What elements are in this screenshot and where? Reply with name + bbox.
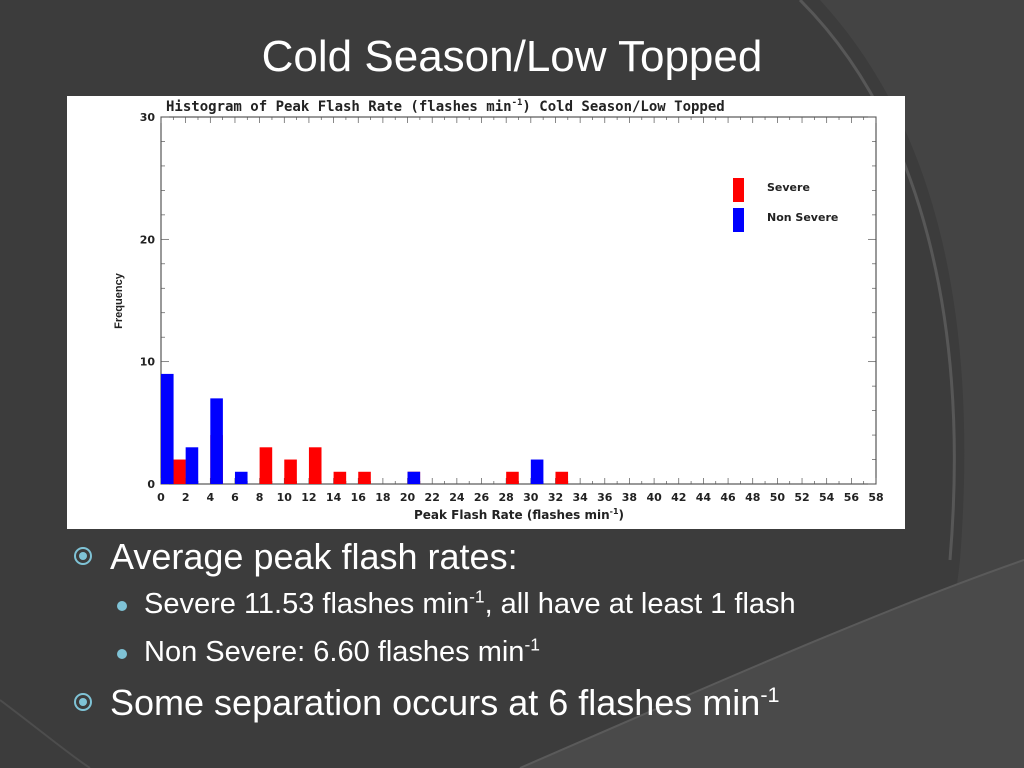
x-axis-label-text: Peak Flash Rate (flashes min [414,508,610,522]
x-axis-label-suffix: ) [619,508,624,522]
legend-swatch [733,208,744,232]
x-tick-label: 24 [449,491,465,504]
chart-title-sup: -1 [512,98,523,108]
bar-non-severe [234,471,248,484]
bullet-text: Average peak flash rates: [110,536,518,577]
x-tick-label: 54 [819,491,835,504]
bullet-text: Severe 11.53 flashes min [144,588,470,620]
y-tick-label: 20 [140,233,156,246]
bullet-non-severe: Non Severe: 6.60 flashes min-1 [72,628,1012,676]
x-tick-label: 26 [474,491,490,504]
x-tick-label: 46 [720,491,736,504]
bar-non-severe [210,398,223,484]
bar-non-severe [185,447,199,484]
chart-title-text: Histogram of Peak Flash Rate (flashes mi… [166,99,512,115]
x-tick-label: 58 [868,491,883,504]
slide-title: Cold Season/Low Topped [261,32,763,81]
x-axis-label: Peak Flash Rate (flashes min-1) [414,507,624,522]
bullet-text: Non Severe: 6.60 flashes min [144,636,525,668]
bullet-sup: -1 [524,634,540,655]
bar-severe [259,447,273,484]
x-tick-label: 8 [256,491,264,504]
bar-severe [173,459,186,484]
bullet-sup: -1 [469,586,485,607]
bullet-list: Average peak flash rates: Severe 11.53 f… [72,534,1012,726]
bullet-sup: -1 [760,682,780,707]
histogram-chart: Histogram of Peak Flash Rate (flashes mi… [113,98,884,522]
dot-bullet-icon [117,601,127,611]
x-tick-label: 12 [301,491,316,504]
y-tick-label: 10 [140,356,156,369]
histogram-figure: Histogram of Peak Flash Rate (flashes mi… [67,96,905,529]
x-tick-label: 14 [326,491,342,504]
x-tick-label: 18 [375,491,390,504]
bar-severe [308,447,322,484]
x-tick-label: 28 [499,491,514,504]
legend-label: Severe [767,181,810,194]
x-tick-label: 52 [794,491,809,504]
x-axis-label-sup: -1 [610,507,619,516]
bar-non-severe [530,459,544,484]
legend-swatch [733,178,744,202]
x-tick-label: 30 [523,491,539,504]
dot-bullet-icon [117,649,127,659]
circle-bullet-icon [74,693,92,711]
bar-severe [333,471,347,484]
bullet-separation: Some separation occurs at 6 flashes min-… [72,680,1012,726]
y-tick-label: 0 [147,478,155,491]
x-tick-label: 20 [400,491,416,504]
bullet-average-rates: Average peak flash rates: [72,534,1012,580]
bullet-text: Some separation occurs at 6 flashes min [110,682,761,723]
circle-bullet-icon [74,547,92,565]
chart-title: Histogram of Peak Flash Rate (flashes mi… [166,98,725,115]
bar-non-severe [407,471,421,484]
x-tick-label: 16 [351,491,367,504]
y-axis-label: Frequency [113,272,125,329]
y-tick-label: 30 [140,111,156,124]
bar-non-severe [161,373,174,484]
bar-severe [555,471,569,484]
x-tick-label: 50 [770,491,786,504]
bar-severe [284,459,297,484]
x-tick-label: 36 [597,491,613,504]
x-tick-label: 32 [548,491,563,504]
x-tick-label: 38 [622,491,637,504]
x-tick-label: 44 [696,491,712,504]
bullet-severe: Severe 11.53 flashes min-1, all have at … [72,580,1012,628]
x-tick-label: 34 [572,491,588,504]
x-tick-label: 2 [182,491,190,504]
x-tick-label: 0 [157,491,165,504]
bar-severe [358,471,371,484]
x-tick-label: 56 [844,491,860,504]
legend-label: Non Severe [767,211,838,224]
chart-title-suffix: ) Cold Season/Low Topped [522,99,724,115]
x-tick-label: 48 [745,491,760,504]
bar-severe [506,471,519,484]
chart-legend: Severe Non Severe [733,178,838,232]
x-tick-label: 42 [671,491,686,504]
plot-frame [160,116,877,485]
x-tick-label: 10 [277,491,293,504]
bullet-suffix: , all have at least 1 flash [484,588,796,620]
x-tick-label: 22 [425,491,440,504]
x-tick-label: 40 [646,491,662,504]
x-tick-label: 6 [231,491,239,504]
x-tick-label: 4 [206,491,214,504]
